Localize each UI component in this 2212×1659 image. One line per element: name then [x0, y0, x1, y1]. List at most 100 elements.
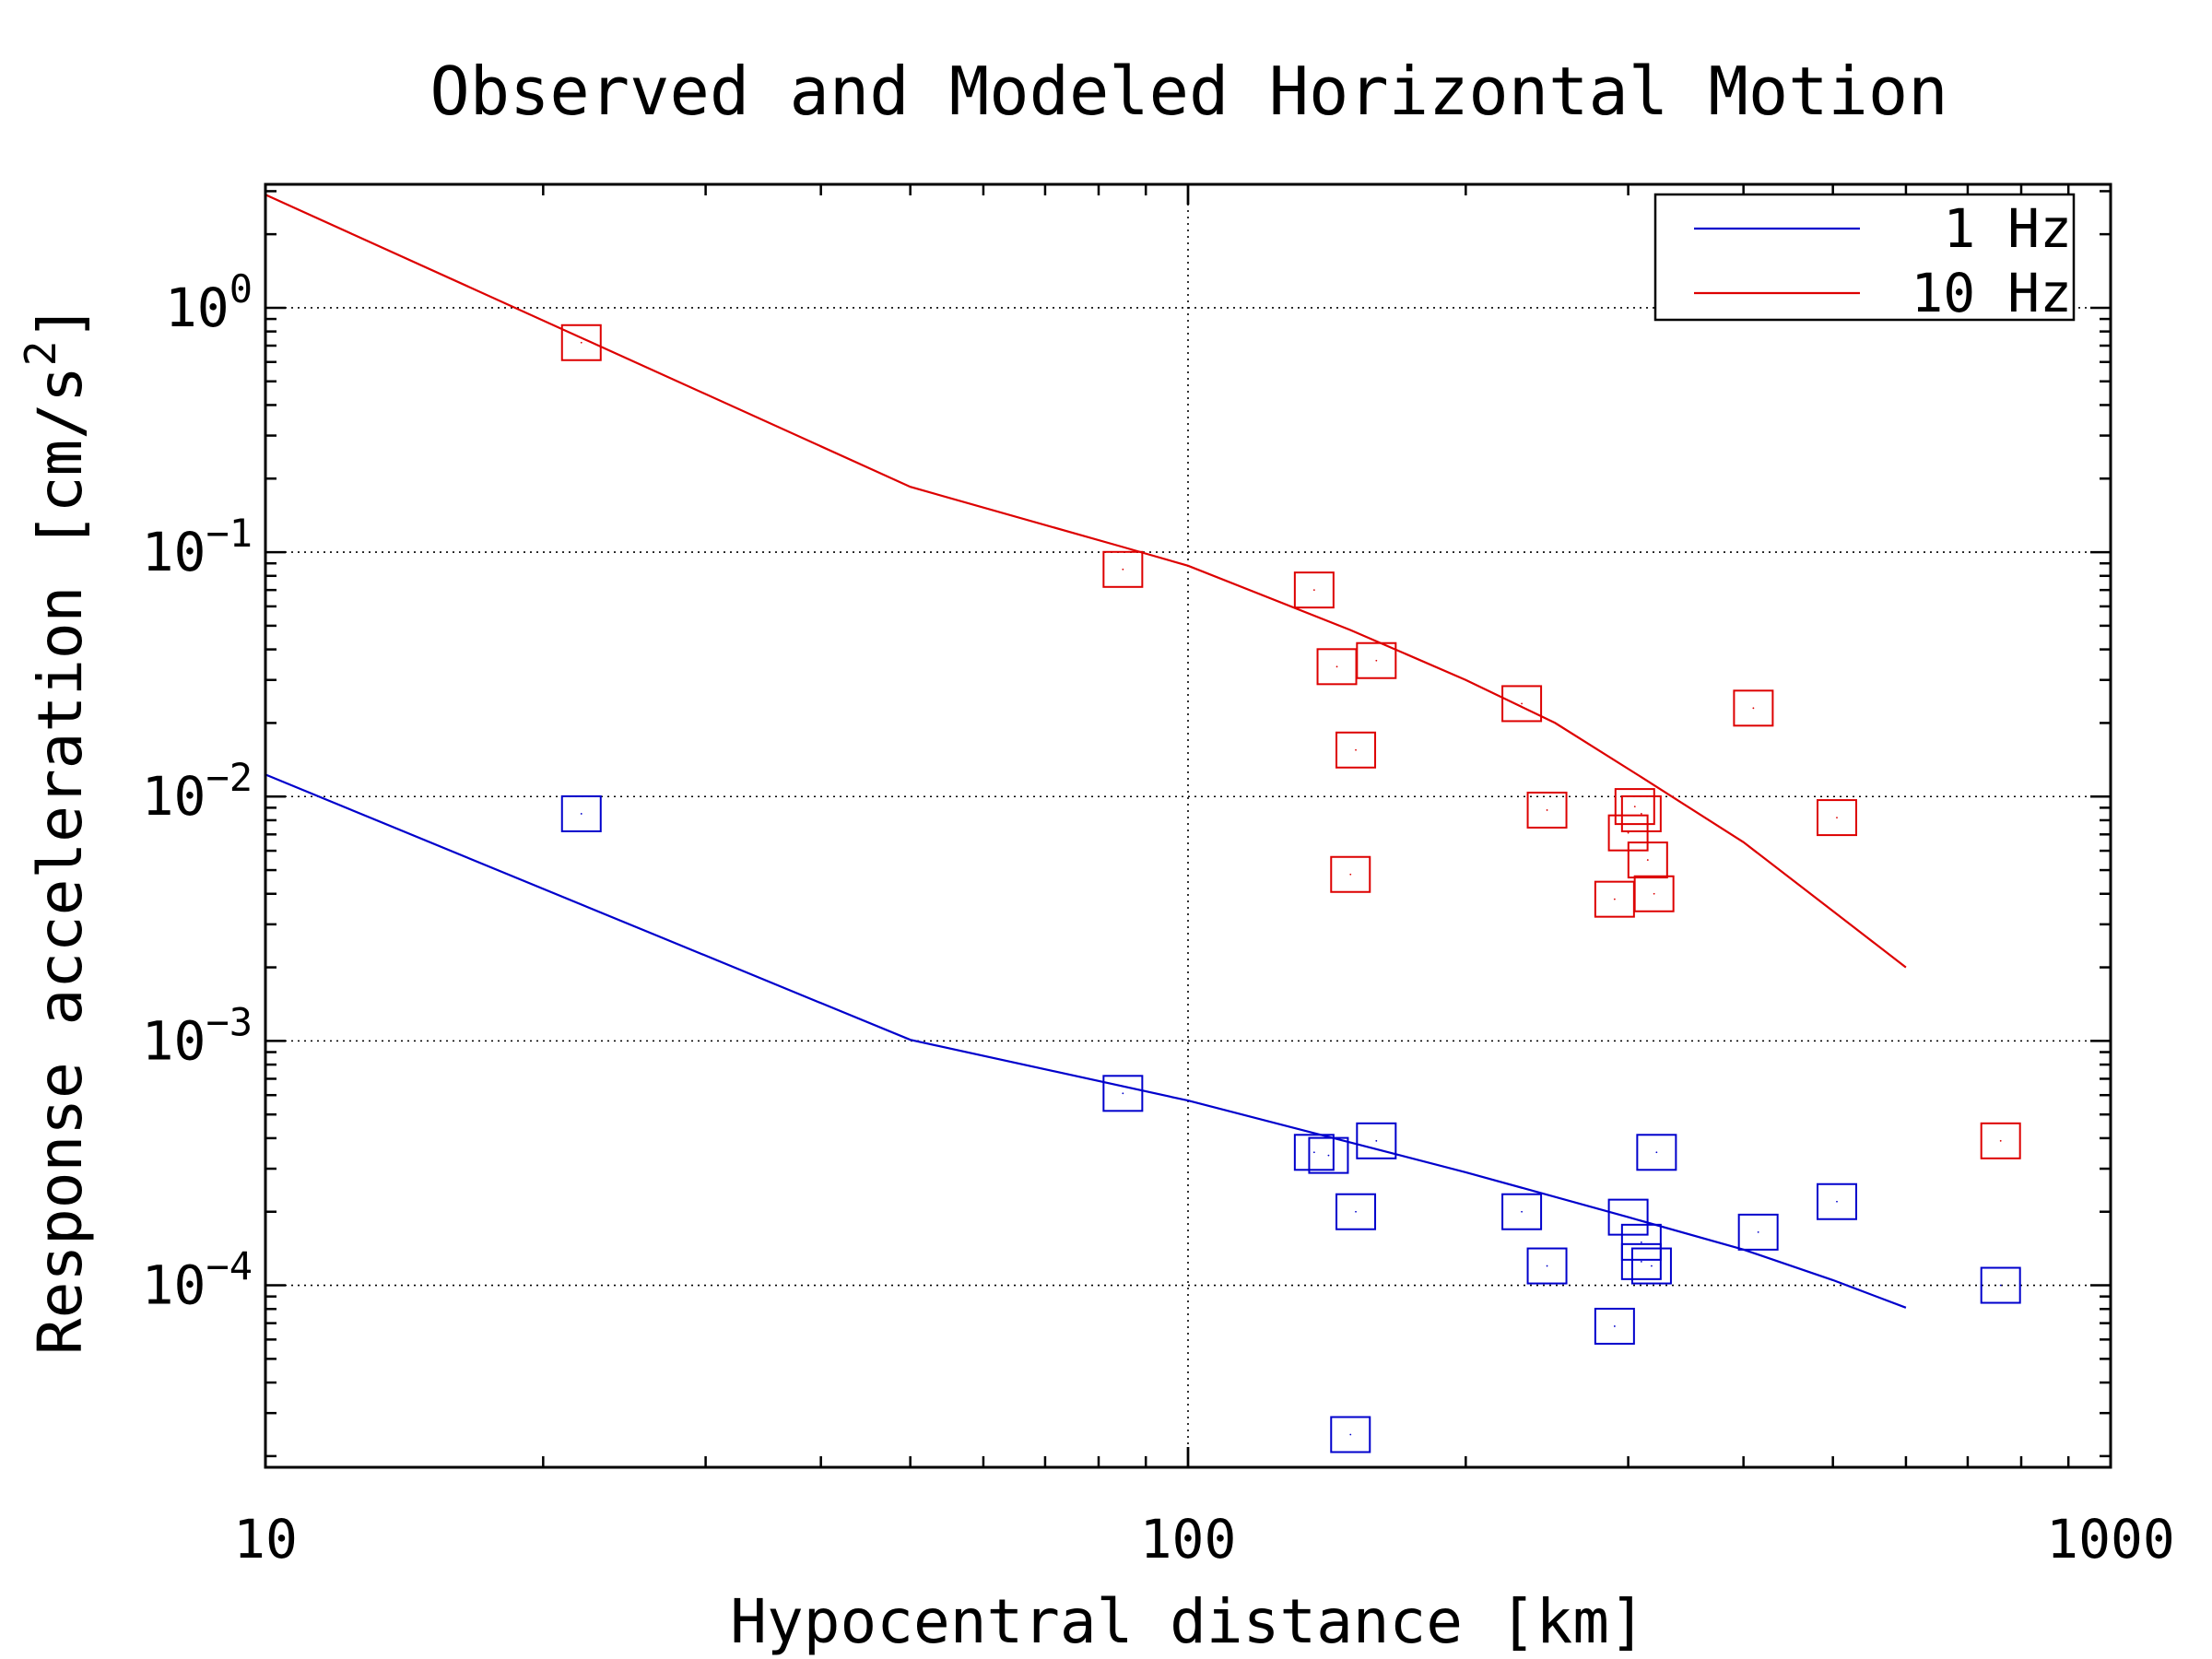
observed-marker-dot — [1999, 1284, 2002, 1287]
x-tick-label: 100 — [1140, 1508, 1237, 1571]
observed-marker — [1737, 1213, 1779, 1251]
observed-marker — [1356, 641, 1397, 679]
observed-marker — [1980, 1266, 2021, 1304]
observed-marker-dot — [1651, 1265, 1653, 1267]
observed-marker — [1636, 1134, 1677, 1171]
observed-marker — [1335, 1193, 1377, 1230]
observed-marker — [1614, 788, 1655, 826]
observed-marker-dot — [1122, 1092, 1124, 1095]
y-tick-base: 10 — [142, 521, 206, 583]
model-line — [265, 194, 1907, 969]
y-tick-base: 10 — [165, 276, 229, 339]
observed-marker — [1102, 550, 1144, 588]
y-tick-base: 10 — [142, 1254, 206, 1317]
observed-marker-dot — [1521, 1210, 1523, 1213]
observed-marker-dot — [1375, 1139, 1378, 1142]
x-tick-label: 1000 — [2046, 1508, 2175, 1571]
model-line — [265, 773, 1907, 1309]
y-tick-exponent: 0 — [229, 266, 253, 312]
observed-marker — [1293, 571, 1335, 609]
x-axis-label: Hypocentral distance [km] — [730, 1586, 1645, 1657]
ticks — [264, 184, 2112, 1467]
chart-title: Observed and Modeled Horizontal Motion — [429, 53, 1947, 130]
observed-marker — [1627, 841, 1668, 879]
observed-marker-dot — [1312, 1151, 1315, 1154]
y-tick-exponent: −4 — [206, 1244, 253, 1289]
observed-marker-dot — [580, 341, 582, 344]
observed-marker-dot — [1122, 568, 1124, 571]
observed-marker-dot — [1627, 831, 1630, 834]
observed-marker-dot — [1752, 707, 1755, 710]
observed-marker-dot — [1613, 898, 1616, 900]
y-tick-label: 10−1 — [142, 511, 253, 583]
observed-marker-dot — [1335, 665, 1338, 668]
y-tick-label: 10−2 — [142, 755, 253, 828]
observed-marker-dot — [1375, 659, 1378, 662]
observed-marker — [1633, 875, 1675, 912]
observed-marker — [1526, 1247, 1568, 1285]
observed-marker — [1620, 1242, 1662, 1280]
series-markers — [560, 324, 2021, 1453]
observed-marker-dot — [1836, 817, 1838, 818]
observed-marker-dot — [1640, 1260, 1642, 1263]
observed-marker-dot — [1836, 1200, 1838, 1203]
legend-label: 10 Hz — [1911, 262, 2072, 324]
observed-marker — [1594, 1307, 1635, 1345]
observed-marker — [1816, 1182, 1857, 1220]
y-axis-label: Response acceleration [cm/s2] — [16, 304, 96, 1355]
legend-box — [1653, 193, 2076, 322]
observed-marker-dot — [1653, 892, 1655, 895]
y-tick-label: 10−4 — [142, 1244, 253, 1317]
observed-marker — [1335, 731, 1377, 769]
observed-marker — [1630, 1247, 1672, 1285]
y-tick-base: 10 — [142, 765, 206, 828]
observed-marker — [560, 794, 602, 832]
y-tick-base: 10 — [142, 1009, 206, 1072]
grid — [265, 184, 2111, 1467]
observed-marker-dot — [1640, 1241, 1642, 1243]
observed-marker — [1980, 1122, 2021, 1159]
observed-marker — [1293, 1134, 1335, 1171]
observed-marker-dot — [1327, 1154, 1330, 1157]
observed-marker-dot — [1355, 1210, 1357, 1213]
observed-marker — [1501, 685, 1543, 723]
observed-marker — [1620, 1223, 1662, 1261]
observed-marker — [1620, 794, 1662, 832]
observed-marker-dot — [1521, 702, 1523, 705]
observed-marker-dot — [1546, 809, 1548, 811]
observed-marker — [1607, 1198, 1649, 1236]
observed-marker-dot — [1646, 859, 1649, 861]
observed-marker-dot — [1355, 748, 1357, 751]
y-axis-label-exponent: 2 — [16, 341, 65, 367]
observed-marker — [1816, 799, 1857, 837]
y-tick-exponent: −1 — [206, 511, 253, 556]
observed-marker — [1102, 1075, 1144, 1112]
series-lines — [265, 194, 1907, 1309]
observed-marker — [1526, 791, 1568, 829]
observed-marker — [560, 324, 602, 361]
observed-marker — [1733, 689, 1774, 727]
observed-marker-dot — [1349, 1433, 1352, 1436]
observed-marker — [1308, 1136, 1349, 1174]
observed-marker — [1330, 1416, 1371, 1453]
x-tick-label: 10 — [233, 1508, 298, 1571]
observed-marker-dot — [1655, 1151, 1658, 1154]
observed-marker-dot — [1627, 1216, 1630, 1218]
y-tick-label: 100 — [165, 266, 253, 339]
observed-marker-dot — [1640, 813, 1642, 815]
observed-marker — [1501, 1193, 1543, 1230]
y-tick-exponent: −3 — [206, 999, 253, 1044]
observed-marker-dot — [1613, 1325, 1616, 1327]
observed-marker-dot — [1633, 806, 1636, 807]
y-tick-label: 10−3 — [142, 999, 253, 1072]
observed-marker-dot — [1349, 873, 1352, 876]
observed-marker-dot — [1999, 1139, 2002, 1142]
observed-marker-dot — [580, 813, 582, 815]
observed-marker — [1330, 855, 1371, 893]
observed-marker-dot — [1757, 1230, 1759, 1233]
legend-label: 1 Hz — [1943, 197, 2072, 260]
y-axis-label-text: Response acceleration [cm/s — [25, 366, 96, 1355]
